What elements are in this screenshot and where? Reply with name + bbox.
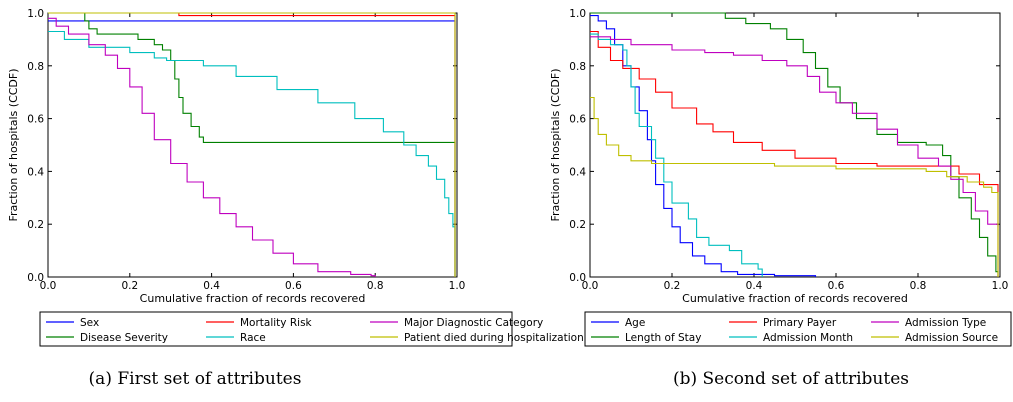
y-tick-label: 0.0 bbox=[569, 272, 586, 284]
legend-label-mortality-risk: Mortality Risk bbox=[240, 317, 313, 329]
y-tick-label: 1.0 bbox=[27, 8, 44, 20]
x-tick-label: 0.2 bbox=[121, 280, 138, 292]
y-tick-label: 0.2 bbox=[569, 219, 586, 231]
series-line-disease-severity bbox=[48, 12, 456, 277]
legend-label-patient-died-during-hospitalization: Patient died during hospitalization bbox=[404, 332, 584, 344]
series-line-major-diagnostic-category bbox=[48, 17, 376, 277]
legend: Sex Disease Severity Mortality Risk Race Maj… bbox=[39, 311, 584, 347]
x-tick-label: 0.8 bbox=[910, 280, 927, 292]
series-line-admission-month bbox=[590, 33, 763, 277]
legend-label-major-diagnostic-category: Major Diagnostic Category bbox=[404, 317, 543, 329]
legend-box bbox=[39, 311, 513, 347]
legend-label-race: Race bbox=[240, 332, 266, 344]
series-line-primary-payer bbox=[590, 30, 999, 277]
legend: Age Length of Stay Primary Payer Admission … bbox=[584, 311, 1012, 347]
series-lines bbox=[48, 12, 456, 277]
series-line-race bbox=[48, 30, 456, 277]
y-tick-label: 0.8 bbox=[27, 61, 44, 73]
x-tick-label: 1.0 bbox=[992, 280, 1009, 292]
y-axis-label: Fraction of hospitals (CCDF) bbox=[549, 68, 562, 221]
x-tick-label: 0.8 bbox=[367, 280, 384, 292]
legend-box bbox=[584, 311, 1012, 347]
chart-panel-a: 0.0 0.2 0.4 0.6 0.8 1.0 0.0 0.2 0.4 0.6 0.8 1.0 Cumu… bbox=[7, 8, 584, 389]
legend-label-disease-severity: Disease Severity bbox=[80, 332, 168, 344]
series-line-admission-type bbox=[590, 36, 999, 227]
x-tick-label: 1.0 bbox=[449, 280, 466, 292]
series-line-patient-died-during-hospitalization bbox=[48, 12, 456, 277]
y-tick-label: 0.4 bbox=[569, 166, 586, 178]
legend-label-admission-source: Admission Source bbox=[905, 332, 998, 344]
x-axis-label: Cumulative fraction of records recovered bbox=[140, 292, 366, 305]
legend-label-admission-month: Admission Month bbox=[763, 332, 853, 344]
x-tick-label: 0.0 bbox=[582, 280, 599, 292]
y-tick-label: 0.8 bbox=[569, 61, 586, 73]
x-tick-label: 0.4 bbox=[746, 280, 763, 292]
y-tick-label: 0.0 bbox=[27, 272, 44, 284]
x-tick-label: 0.0 bbox=[40, 280, 57, 292]
y-tick-label: 0.6 bbox=[569, 114, 586, 126]
legend-label-length-of-stay: Length of Stay bbox=[625, 332, 701, 344]
y-tick-label: 1.0 bbox=[569, 8, 586, 20]
legend-label-admission-type: Admission Type bbox=[905, 317, 986, 329]
series-lines bbox=[590, 12, 999, 277]
x-tick-label: 0.2 bbox=[664, 280, 681, 292]
legend-label-primary-payer: Primary Payer bbox=[763, 317, 837, 329]
y-tick-label: 0.6 bbox=[27, 114, 44, 126]
y-tick-label: 0.2 bbox=[27, 219, 44, 231]
x-tick-label: 0.6 bbox=[285, 280, 302, 292]
y-axis-label: Fraction of hospitals (CCDF) bbox=[7, 68, 20, 221]
legend-label-age: Age bbox=[625, 317, 645, 329]
legend-label-sex: Sex bbox=[80, 317, 99, 329]
x-tick-label: 0.6 bbox=[828, 280, 845, 292]
x-axis-label: Cumulative fraction of records recovered bbox=[682, 292, 908, 305]
series-line-admission-source bbox=[590, 96, 999, 277]
y-tick-label: 0.4 bbox=[27, 166, 44, 178]
plot-area bbox=[589, 12, 1001, 278]
panel-caption: (b) Second set of attributes bbox=[673, 369, 909, 389]
chart-panel-b: 0.0 0.2 0.4 0.6 0.8 1.0 0.0 0.2 0.4 0.6 0.8 1.0 Cumu… bbox=[549, 8, 1012, 389]
panel-caption: (a) First set of attributes bbox=[89, 369, 302, 389]
x-tick-label: 0.4 bbox=[203, 280, 220, 292]
